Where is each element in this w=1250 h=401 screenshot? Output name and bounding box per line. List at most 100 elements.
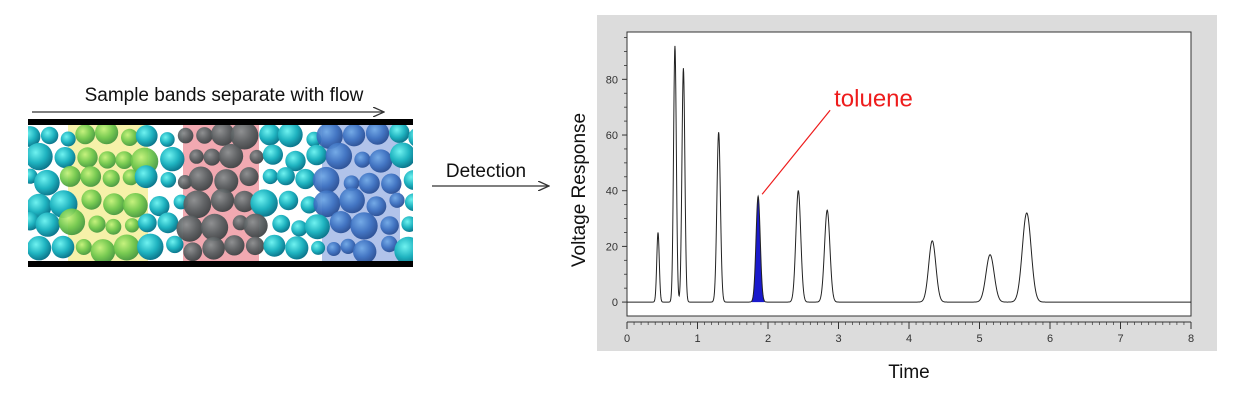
bead xyxy=(40,126,59,145)
bead xyxy=(249,149,264,164)
bead xyxy=(214,169,239,194)
bead xyxy=(389,192,405,208)
bead xyxy=(124,218,140,233)
bead xyxy=(401,216,413,232)
bead xyxy=(28,126,41,147)
bead xyxy=(233,190,256,213)
bead xyxy=(243,213,268,238)
bead xyxy=(134,165,158,189)
bead xyxy=(160,146,185,172)
bead xyxy=(291,220,308,237)
bead xyxy=(177,175,193,190)
bead xyxy=(122,169,139,186)
bead xyxy=(113,234,140,261)
plot-area xyxy=(626,31,1192,317)
series-line xyxy=(627,45,1191,303)
bead xyxy=(343,175,360,191)
x-tick-label: 5 xyxy=(976,333,982,345)
packed-column xyxy=(28,124,413,262)
column-caption: Sample bands separate with flow xyxy=(85,85,364,106)
bead xyxy=(196,127,213,144)
column-top-wall xyxy=(28,119,413,125)
bead xyxy=(159,132,175,147)
bead xyxy=(306,144,327,166)
detection-group: Detection xyxy=(432,161,549,186)
bead xyxy=(316,124,343,149)
bead xyxy=(262,144,283,165)
x-tick-label: 1 xyxy=(694,333,700,345)
y-tick-label: 20 xyxy=(606,241,618,253)
bead xyxy=(203,148,221,166)
bead xyxy=(300,196,318,214)
bead xyxy=(329,211,352,234)
x-tick-label: 8 xyxy=(1188,333,1194,345)
bead xyxy=(263,234,286,257)
bead xyxy=(404,193,413,211)
bead xyxy=(408,128,413,146)
bead xyxy=(313,190,341,218)
x-tick-label: 2 xyxy=(765,333,771,345)
bead xyxy=(285,150,306,172)
bead xyxy=(137,213,157,233)
bead xyxy=(394,236,413,262)
bead xyxy=(149,196,170,217)
bead xyxy=(325,142,353,170)
bead xyxy=(358,172,380,194)
bead xyxy=(250,189,278,217)
y-tick-label: 60 xyxy=(606,130,618,142)
bead xyxy=(59,165,81,187)
bead xyxy=(365,124,390,145)
bead xyxy=(102,169,120,187)
y-tick-label: 80 xyxy=(606,74,618,86)
chromatogram: 0 20 40 60 80 0 1 2 3 4 5 6 7 8 toluene Time Voltage… xyxy=(569,15,1217,383)
y-tick-label: 0 xyxy=(612,297,618,309)
bead xyxy=(51,235,75,259)
bead xyxy=(403,170,413,190)
bead xyxy=(295,168,316,190)
x-tick-label: 3 xyxy=(835,333,841,345)
bead xyxy=(381,235,398,253)
bead xyxy=(188,166,213,191)
bead xyxy=(276,167,295,186)
bead xyxy=(189,149,204,164)
bead xyxy=(272,214,291,233)
column-bottom-wall xyxy=(28,261,413,267)
toluene-leader-line xyxy=(761,109,831,195)
bead xyxy=(137,233,164,260)
x-axis-label: Time xyxy=(888,362,930,383)
toluene-annotation: toluene xyxy=(834,85,913,112)
bead xyxy=(278,190,299,211)
bead xyxy=(81,189,102,210)
bead xyxy=(211,124,235,146)
bead xyxy=(311,240,326,255)
y-tick-label: 40 xyxy=(606,186,618,198)
x-tick-label: 4 xyxy=(906,333,912,345)
x-tick-label: 6 xyxy=(1047,333,1053,345)
bead xyxy=(123,193,148,218)
bead xyxy=(35,212,60,237)
bead xyxy=(353,240,377,262)
x-tick-label: 0 xyxy=(624,333,630,345)
bead xyxy=(210,188,235,212)
bead xyxy=(304,214,330,240)
bead xyxy=(183,190,212,219)
bead xyxy=(262,168,278,185)
bead xyxy=(58,208,86,236)
bead xyxy=(285,236,309,260)
x-axis: 0 1 2 3 4 5 6 7 8 xyxy=(624,321,1194,345)
bead xyxy=(75,124,96,145)
bead xyxy=(80,166,102,187)
bead xyxy=(34,169,60,196)
bead xyxy=(340,238,356,254)
bead xyxy=(381,173,402,194)
bead xyxy=(95,124,119,145)
bead xyxy=(342,124,366,147)
column-group: Sample bands separate with flow xyxy=(28,85,413,267)
bead xyxy=(121,128,139,146)
bead xyxy=(350,212,378,240)
bead xyxy=(115,151,134,170)
bead xyxy=(202,237,225,260)
column-beads xyxy=(28,124,413,262)
bead xyxy=(105,218,122,235)
